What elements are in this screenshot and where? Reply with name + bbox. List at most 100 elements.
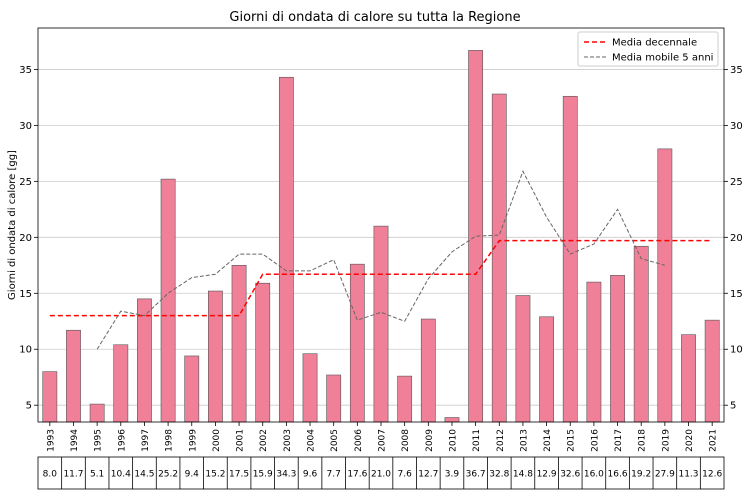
x-tick-label-2015: 2015 <box>567 429 577 452</box>
bar-2001 <box>231 264 247 423</box>
bar-2011 <box>468 50 484 423</box>
x-tick-label-2011: 2011 <box>472 429 482 452</box>
x-tick-label-2018: 2018 <box>638 429 648 452</box>
values-table-cell-1996: 10.4 <box>111 470 131 480</box>
values-table-cell-2017: 16.6 <box>608 470 628 480</box>
x-tick-label-2010: 2010 <box>448 429 458 452</box>
y-tick-label-right-10: 10 <box>730 345 743 356</box>
x-tick-label-2016: 2016 <box>590 429 600 452</box>
y-axis-label: Giorni di ondata di calore [gg] <box>7 150 18 300</box>
values-table-border <box>37 456 725 490</box>
x-tick-label-2000: 2000 <box>212 429 222 452</box>
values-table-cell-2014: 12.9 <box>537 470 557 480</box>
x-tick-label-1993: 1993 <box>46 429 56 452</box>
values-table-cell-2009: 12.7 <box>418 470 438 480</box>
x-tick-label-1999: 1999 <box>188 429 198 452</box>
bar-1998 <box>160 178 176 423</box>
y-tick-label-left-5: 5 <box>26 401 32 412</box>
x-tick-label-2004: 2004 <box>307 429 317 452</box>
x-tick-label-2005: 2005 <box>330 429 340 452</box>
bar-1993 <box>42 371 58 423</box>
values-table-cell-2011: 36.7 <box>466 470 486 480</box>
bar-2007 <box>373 225 389 423</box>
x-tick-label-2009: 2009 <box>425 429 435 452</box>
values-table-cell-1993: 8.0 <box>43 470 58 480</box>
values-table-cell-2016: 16.0 <box>584 470 604 480</box>
values-table-cell-2004: 9.6 <box>303 470 318 480</box>
legend: Media decennale Media mobile 5 anni <box>577 31 719 67</box>
bar-1997 <box>137 298 152 423</box>
bar-2014 <box>539 316 554 423</box>
legend-label-media-mobile: Media mobile 5 anni <box>612 53 713 64</box>
bar-2015 <box>562 95 578 423</box>
bar-2009 <box>420 318 436 423</box>
y-tick-label-left-20: 20 <box>19 233 32 244</box>
bar-2003 <box>278 76 294 423</box>
bar-1999 <box>184 355 200 423</box>
x-tick-label-2001: 2001 <box>236 429 246 452</box>
values-table-cell-1997: 14.5 <box>134 470 154 480</box>
y-axis-ticks: 5 5 10 10 15 15 20 20 25 25 30 30 35 35 <box>19 65 742 412</box>
bar-2017 <box>610 275 625 423</box>
x-tick-label-2013: 2013 <box>519 429 529 452</box>
bar-2016 <box>586 281 602 423</box>
x-axis-ticks: 1993 1994 1995 1996 1997 1998 1999 2000 2001 2002… <box>46 422 719 452</box>
values-table-cell-2021: 12.6 <box>702 470 722 480</box>
bar-1995 <box>89 403 105 423</box>
bar-2013 <box>515 295 531 423</box>
bar-2005 <box>326 374 342 423</box>
values-table-cell-2018: 19.2 <box>631 470 651 480</box>
values-table-cell-2019: 27.9 <box>655 470 675 480</box>
bar-2012 <box>491 93 507 423</box>
values-table-cell-2000: 15.2 <box>205 470 225 480</box>
y-tick-label-left-15: 15 <box>19 289 32 300</box>
values-table-cell-2006: 17.6 <box>347 470 367 480</box>
x-tick-label-2006: 2006 <box>354 429 364 452</box>
x-tick-label-1997: 1997 <box>141 429 151 452</box>
bars <box>42 50 720 423</box>
x-tick-label-2021: 2021 <box>709 429 719 452</box>
bar-1994 <box>66 329 81 423</box>
values-table-cell-2001: 17.5 <box>229 470 249 480</box>
x-tick-label-1995: 1995 <box>94 429 104 452</box>
y-tick-label-left-10: 10 <box>19 345 32 356</box>
values-table-cell-2005: 7.7 <box>327 470 341 480</box>
y-tick-label-right-30: 30 <box>730 121 743 132</box>
y-tick-label-right-35: 35 <box>730 65 743 76</box>
legend-label-media-decennale: Media decennale <box>612 38 697 49</box>
bar-2018 <box>633 245 649 423</box>
values-table-cell-1999: 9.4 <box>185 470 200 480</box>
values-table-cell-2008: 7.6 <box>397 470 412 480</box>
x-tick-label-2002: 2002 <box>259 429 269 452</box>
bar-1996 <box>113 344 129 423</box>
y-tick-label-right-15: 15 <box>730 289 743 300</box>
x-tick-label-2003: 2003 <box>283 429 293 452</box>
x-tick-label-1998: 1998 <box>165 429 175 452</box>
values-table: 8.0 11.7 5.1 10.4 14.5 25.2 9.4 15.2 17.5 15.9 34.… <box>37 456 725 490</box>
values-table-cell-2012: 32.8 <box>489 470 509 480</box>
bar-2004 <box>302 353 318 423</box>
y-tick-label-right-5: 5 <box>730 401 736 412</box>
bar-2002 <box>255 282 271 423</box>
y-tick-label-left-30: 30 <box>19 121 32 132</box>
bar-2008 <box>397 375 413 423</box>
y-tick-label-left-25: 25 <box>19 177 32 188</box>
line-media-decennale <box>49 239 713 317</box>
x-tick-label-2020: 2020 <box>685 429 695 452</box>
values-table-cell-2013: 14.8 <box>513 470 533 480</box>
bar-2000 <box>208 290 223 423</box>
values-table-cell-1994: 11.7 <box>63 470 83 480</box>
x-tick-label-2008: 2008 <box>401 429 411 452</box>
values-table-cell-2020: 11.3 <box>678 470 698 480</box>
values-table-cell-2007: 21.0 <box>371 470 391 480</box>
line-media-mobile-5-anni <box>96 170 665 350</box>
series-lines <box>49 170 713 350</box>
bar-2010 <box>444 417 460 423</box>
values-table-cell-2002: 15.9 <box>253 470 273 480</box>
y-tick-label-left-35: 35 <box>19 65 32 76</box>
values-table-cell-2010: 3.9 <box>445 470 460 480</box>
x-tick-label-2014: 2014 <box>543 429 553 452</box>
values-table-cell-1998: 25.2 <box>158 470 178 480</box>
bar-2020 <box>681 334 696 423</box>
